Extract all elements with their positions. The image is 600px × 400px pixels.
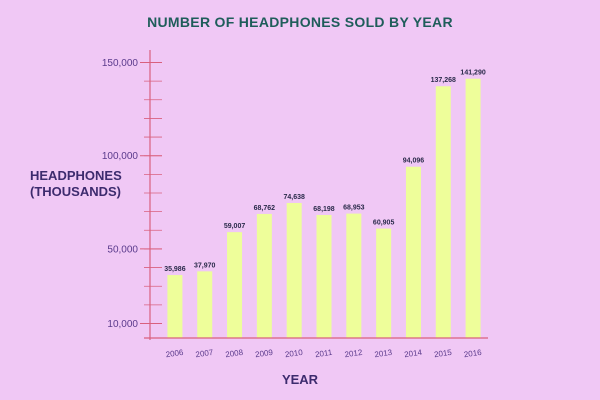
y-axis-label-line-1: HEADPHONES xyxy=(30,168,122,183)
x-tick-label-2015: 2015 xyxy=(433,348,452,359)
data-label-2006: 35,986 xyxy=(164,266,186,273)
bar-2014 xyxy=(405,166,421,338)
y-axis-label: HEADPHONES (THOUSANDS) xyxy=(30,168,122,200)
y-tick-label-100000: 100,000 xyxy=(102,151,139,162)
bar-2010 xyxy=(286,202,302,338)
chart-title: NUMBER OF HEADPHONES SOLD BY YEAR xyxy=(147,14,453,30)
x-tick-label-2008: 2008 xyxy=(225,348,244,359)
data-label-2008: 59,007 xyxy=(224,223,246,230)
x-tick-label-2014: 2014 xyxy=(404,348,423,359)
x-tick-label-2010: 2010 xyxy=(284,348,303,359)
bar-2011 xyxy=(316,215,332,338)
bar-2006 xyxy=(167,275,183,338)
y-tick-label-150000: 150,000 xyxy=(102,58,139,69)
data-label-2012: 68,953 xyxy=(343,205,365,212)
bar-2009 xyxy=(256,213,272,338)
data-label-2015: 137,268 xyxy=(431,77,456,84)
bar-2016 xyxy=(465,78,481,339)
x-tick-label-2012: 2012 xyxy=(344,348,363,359)
x-tick-label-2006: 2006 xyxy=(165,348,184,359)
data-label-2013: 60,905 xyxy=(373,220,395,227)
bar-2015 xyxy=(435,86,451,338)
data-label-2009: 68,762 xyxy=(254,205,276,212)
bars-layer xyxy=(167,78,481,339)
data-label-2016: 141,290 xyxy=(460,70,485,77)
x-tick-label-2013: 2013 xyxy=(374,348,393,359)
bar-2007 xyxy=(197,271,213,338)
bar-2008 xyxy=(227,232,243,338)
data-label-2007: 37,970 xyxy=(194,262,216,269)
data-label-2011: 68,198 xyxy=(313,206,335,213)
y-axis-label-line-2: (THOUSANDS) xyxy=(30,184,121,199)
bar-2013 xyxy=(376,228,392,338)
x-tick-label-2009: 2009 xyxy=(255,348,274,359)
x-tick-label-2007: 2007 xyxy=(195,348,214,359)
data-label-2010: 74,638 xyxy=(283,194,305,201)
y-tick-label-50000: 50,000 xyxy=(107,244,138,255)
labels-layer: 35,986 2006 37,970 2007 59,007 2008 68,762 2009… xyxy=(102,58,486,359)
x-tick-label-2016: 2016 xyxy=(463,348,482,359)
data-label-2014: 94,096 xyxy=(403,158,425,165)
x-axis-label: YEAR xyxy=(281,372,319,387)
bar-2012 xyxy=(346,213,362,338)
y-tick-label-10000: 10,000 xyxy=(107,319,138,330)
axis-layer xyxy=(140,50,488,340)
x-tick-label-2011: 2011 xyxy=(315,348,334,359)
